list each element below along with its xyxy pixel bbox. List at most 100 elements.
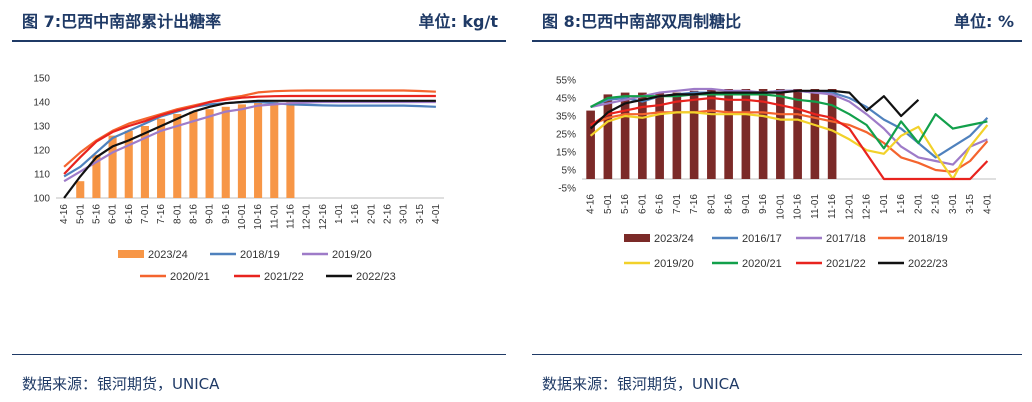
right-xtick-label: 1-01 [879, 194, 890, 214]
right-ytick-label: 55% [556, 76, 576, 87]
right-bar [620, 92, 630, 179]
right-chart-title: 图 8:巴西中南部双周制糖比 [542, 12, 742, 31]
right-legend-label: 2021/22 [826, 258, 866, 270]
left-xtick-label: 9-16 [221, 204, 232, 224]
left-xtick-label: 4-16 [59, 204, 70, 224]
right-source: 数据来源：银河期货，UNICA [542, 375, 740, 393]
right-ytick-label: 25% [556, 130, 576, 141]
left-xtick-label: 11-01 [269, 204, 280, 229]
right-xtick-label: 10-01 [775, 194, 786, 220]
right-series-line [590, 89, 989, 159]
left-xtick-label: 10-16 [253, 204, 264, 230]
left-xtick-label: 6-16 [124, 204, 135, 224]
left-xtick-label: 11-16 [285, 204, 296, 229]
right-ytick-label: -5% [558, 184, 576, 195]
left-series-line [63, 94, 436, 175]
right-legend-label: 2017/18 [826, 233, 866, 245]
left-xtick-label: 5-16 [91, 204, 102, 224]
right-xtick-label: 5-16 [620, 194, 631, 214]
right-ytick-label: 5% [562, 166, 577, 177]
left-xtick-label: 3-01 [399, 204, 410, 224]
right-xtick-label: 7-16 [689, 194, 700, 214]
left-bar [221, 106, 230, 198]
left-xtick-label: 8-16 [188, 204, 199, 224]
right-ytick-label: 45% [556, 94, 576, 105]
right-xtick-label: 4-01 [982, 194, 993, 214]
left-ytick-label: 100 [33, 194, 50, 205]
left-bar [237, 104, 246, 198]
left-xtick-label: 4-01 [431, 204, 442, 224]
right-title-bar: 图 8:巴西中南部双周制糖比 单位: % [542, 8, 1014, 36]
left-bar [254, 102, 263, 198]
left-xtick-label: 2-16 [382, 204, 393, 224]
right-series-line [589, 111, 989, 181]
left-bar [76, 181, 85, 198]
left-xtick-label: 9-01 [205, 204, 216, 224]
right-bottom-rule [532, 354, 1022, 355]
left-bottom-rule [12, 354, 506, 355]
left-xtick-label: 12-16 [318, 204, 329, 230]
right-xtick-label: 8-16 [724, 194, 735, 214]
left-xtick-label: 1-01 [334, 204, 345, 224]
left-bar [157, 118, 166, 198]
right-xtick-label: 11-01 [810, 194, 821, 219]
right-chart-unit: 单位: % [953, 12, 1014, 31]
right-xtick-label: 8-01 [706, 194, 717, 214]
left-chart-unit: 单位: kg/t [418, 12, 498, 31]
left-series-line [63, 89, 436, 168]
left-ytick-label: 150 [33, 74, 50, 85]
left-legend-swatch [118, 250, 144, 258]
left-xtick-label: 6-01 [108, 204, 119, 224]
left-bar [173, 114, 182, 198]
right-legend-label: 2022/23 [908, 258, 948, 270]
left-chart: 100 110 120 130 140 150 4-16 5-01 5-16 6-01 6-16 7-… [33, 74, 444, 283]
right-legend-label: 2018/19 [908, 233, 948, 245]
left-xtick-label: 2-01 [366, 204, 377, 224]
left-series-line [63, 100, 436, 178]
right-xtick-label: 6-16 [655, 194, 666, 214]
left-xtick-label: 12-01 [302, 204, 313, 230]
left-xtick-label: 7-01 [140, 204, 151, 224]
right-bar [638, 92, 647, 179]
right-series-line [590, 96, 989, 181]
right-legend-swatch [624, 234, 650, 242]
right-bar [655, 92, 664, 179]
right-xtick-label: 1-16 [896, 194, 907, 214]
left-title-bar: 图 7:巴西中南部累计出糖率 单位: kg/t [22, 8, 498, 36]
right-xtick-label: 12-01 [844, 194, 855, 220]
right-legend-label: 2020/21 [742, 258, 782, 270]
right-bar [707, 89, 716, 179]
right-xtick-label: 9-01 [741, 194, 752, 214]
right-bar [672, 92, 682, 179]
right-bar [741, 89, 751, 179]
right-xtick-label: 6-01 [637, 194, 648, 214]
left-bar [108, 135, 117, 198]
left-legend-label: 2018/19 [240, 249, 280, 261]
right-series-line [589, 89, 920, 130]
left-series-line [63, 100, 436, 183]
left-legend-label: 2021/22 [264, 271, 304, 283]
left-panel: 图 7:巴西中南部累计出糖率 单位: kg/t 100 110 120 130 140 1… [12, 8, 506, 393]
right-xtick-label: 7-01 [672, 194, 683, 214]
right-xtick-label: 2-01 [913, 194, 924, 214]
left-bar [92, 154, 101, 198]
right-panel: 图 8:巴西中南部双周制糖比 单位: % -5% 5% 15% 25% 35% 45% 55… [520, 0, 1032, 402]
right-bar [827, 89, 837, 179]
right-bar [724, 89, 733, 179]
right-xtick-label: 11-16 [827, 194, 838, 219]
right-xtick-label: 4-16 [586, 194, 597, 214]
right-legend-label: 2016/17 [742, 233, 782, 245]
right-ytick-label: 35% [556, 112, 576, 123]
right-top-rule [532, 40, 1022, 42]
right-xtick-label: 3-01 [948, 194, 959, 214]
left-xtick-label: 7-16 [156, 204, 167, 224]
left-ytick-label: 140 [33, 98, 50, 109]
left-legend-label: 2022/23 [356, 271, 396, 283]
left-ytick-label: 110 [34, 170, 50, 181]
right-legend-label: 2023/24 [654, 233, 694, 245]
right-bar [758, 89, 768, 179]
left-legend-label: 2019/20 [332, 249, 372, 261]
right-xtick-label: 2-16 [931, 194, 942, 214]
right-xtick-label: 3-15 [965, 194, 976, 214]
left-xtick-label: 3-15 [415, 204, 426, 224]
